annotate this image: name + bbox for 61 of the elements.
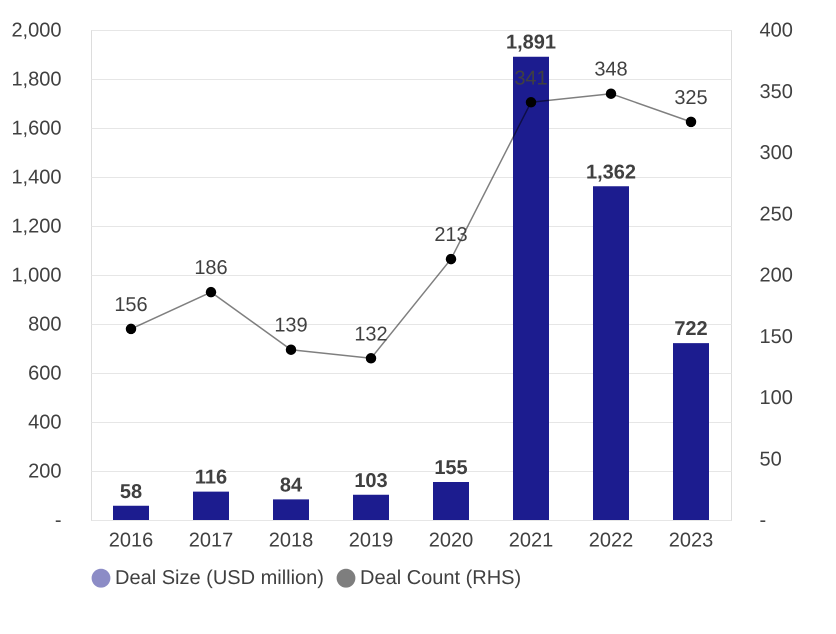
bar bbox=[353, 494, 389, 520]
y2-tick-label: 150 bbox=[760, 326, 793, 348]
y-tick-label: 2,000 bbox=[11, 20, 62, 42]
x-tick-label: 2021 bbox=[508, 530, 554, 552]
y2-tick-label: 350 bbox=[760, 80, 793, 103]
data-label: 341 bbox=[514, 67, 548, 90]
y-tick-label: 1,200 bbox=[11, 216, 62, 238]
y-tick-label: 1,000 bbox=[11, 264, 62, 286]
bar bbox=[433, 482, 469, 520]
y-tick-label: 600 bbox=[28, 362, 62, 384]
y2-tick-label: 250 bbox=[760, 203, 793, 226]
point bbox=[606, 88, 616, 99]
point bbox=[206, 286, 216, 298]
y-tick-label: 1,800 bbox=[11, 68, 62, 90]
data-label: 325 bbox=[674, 86, 708, 109]
bar bbox=[113, 506, 149, 520]
bar bbox=[273, 499, 309, 520]
x-tick-label: 2019 bbox=[348, 530, 394, 552]
data-label: 103 bbox=[354, 470, 388, 492]
bar bbox=[193, 492, 229, 520]
y2-tick-label: - bbox=[760, 510, 766, 532]
y2-tick-label: 300 bbox=[760, 142, 793, 164]
x-tick-label: 2020 bbox=[428, 530, 474, 552]
y-tick-label: 1,400 bbox=[11, 166, 62, 188]
point bbox=[126, 324, 136, 334]
x-tick-label: 2016 bbox=[108, 530, 154, 552]
y2-tick-label: 50 bbox=[760, 448, 782, 470]
x-tick-label: 2018 bbox=[268, 530, 314, 552]
point bbox=[446, 254, 456, 264]
x-tick-label: 2017 bbox=[188, 530, 234, 552]
x-tick-label: 2023 bbox=[668, 530, 714, 552]
data-label: 84 bbox=[280, 474, 303, 496]
point bbox=[526, 97, 536, 108]
data-label: 1,891 bbox=[506, 32, 556, 54]
x-tick-label: 2022 bbox=[588, 530, 634, 552]
data-label: 155 bbox=[434, 457, 468, 480]
data-label: 132 bbox=[354, 323, 388, 346]
data-label: 139 bbox=[274, 314, 308, 337]
data-label: 348 bbox=[594, 58, 628, 81]
y-tick-label: 1,600 bbox=[11, 118, 62, 140]
data-label: 116 bbox=[194, 466, 228, 489]
point bbox=[686, 116, 696, 128]
y2-tick-label: 200 bbox=[760, 264, 793, 286]
bar bbox=[673, 343, 709, 520]
point bbox=[286, 344, 296, 355]
y-tick-label: 200 bbox=[28, 460, 62, 482]
bar bbox=[513, 56, 549, 520]
data-label: 1,362 bbox=[586, 161, 636, 184]
y2-tick-label: 400 bbox=[760, 20, 793, 42]
legend-label: Deal Count (RHS) bbox=[360, 567, 522, 590]
y-tick-label: - bbox=[54, 510, 62, 532]
point bbox=[366, 353, 376, 364]
legend-label: Deal Size (USD million) bbox=[115, 567, 324, 590]
bar bbox=[593, 186, 629, 520]
data-label: 186 bbox=[194, 257, 228, 280]
y-tick-label: 400 bbox=[28, 412, 62, 434]
y2-tick-label: 100 bbox=[760, 387, 793, 409]
data-label: 722 bbox=[674, 318, 708, 340]
data-label: 156 bbox=[114, 294, 148, 316]
y-tick-label: 800 bbox=[28, 314, 62, 336]
data-label: 58 bbox=[120, 480, 142, 503]
